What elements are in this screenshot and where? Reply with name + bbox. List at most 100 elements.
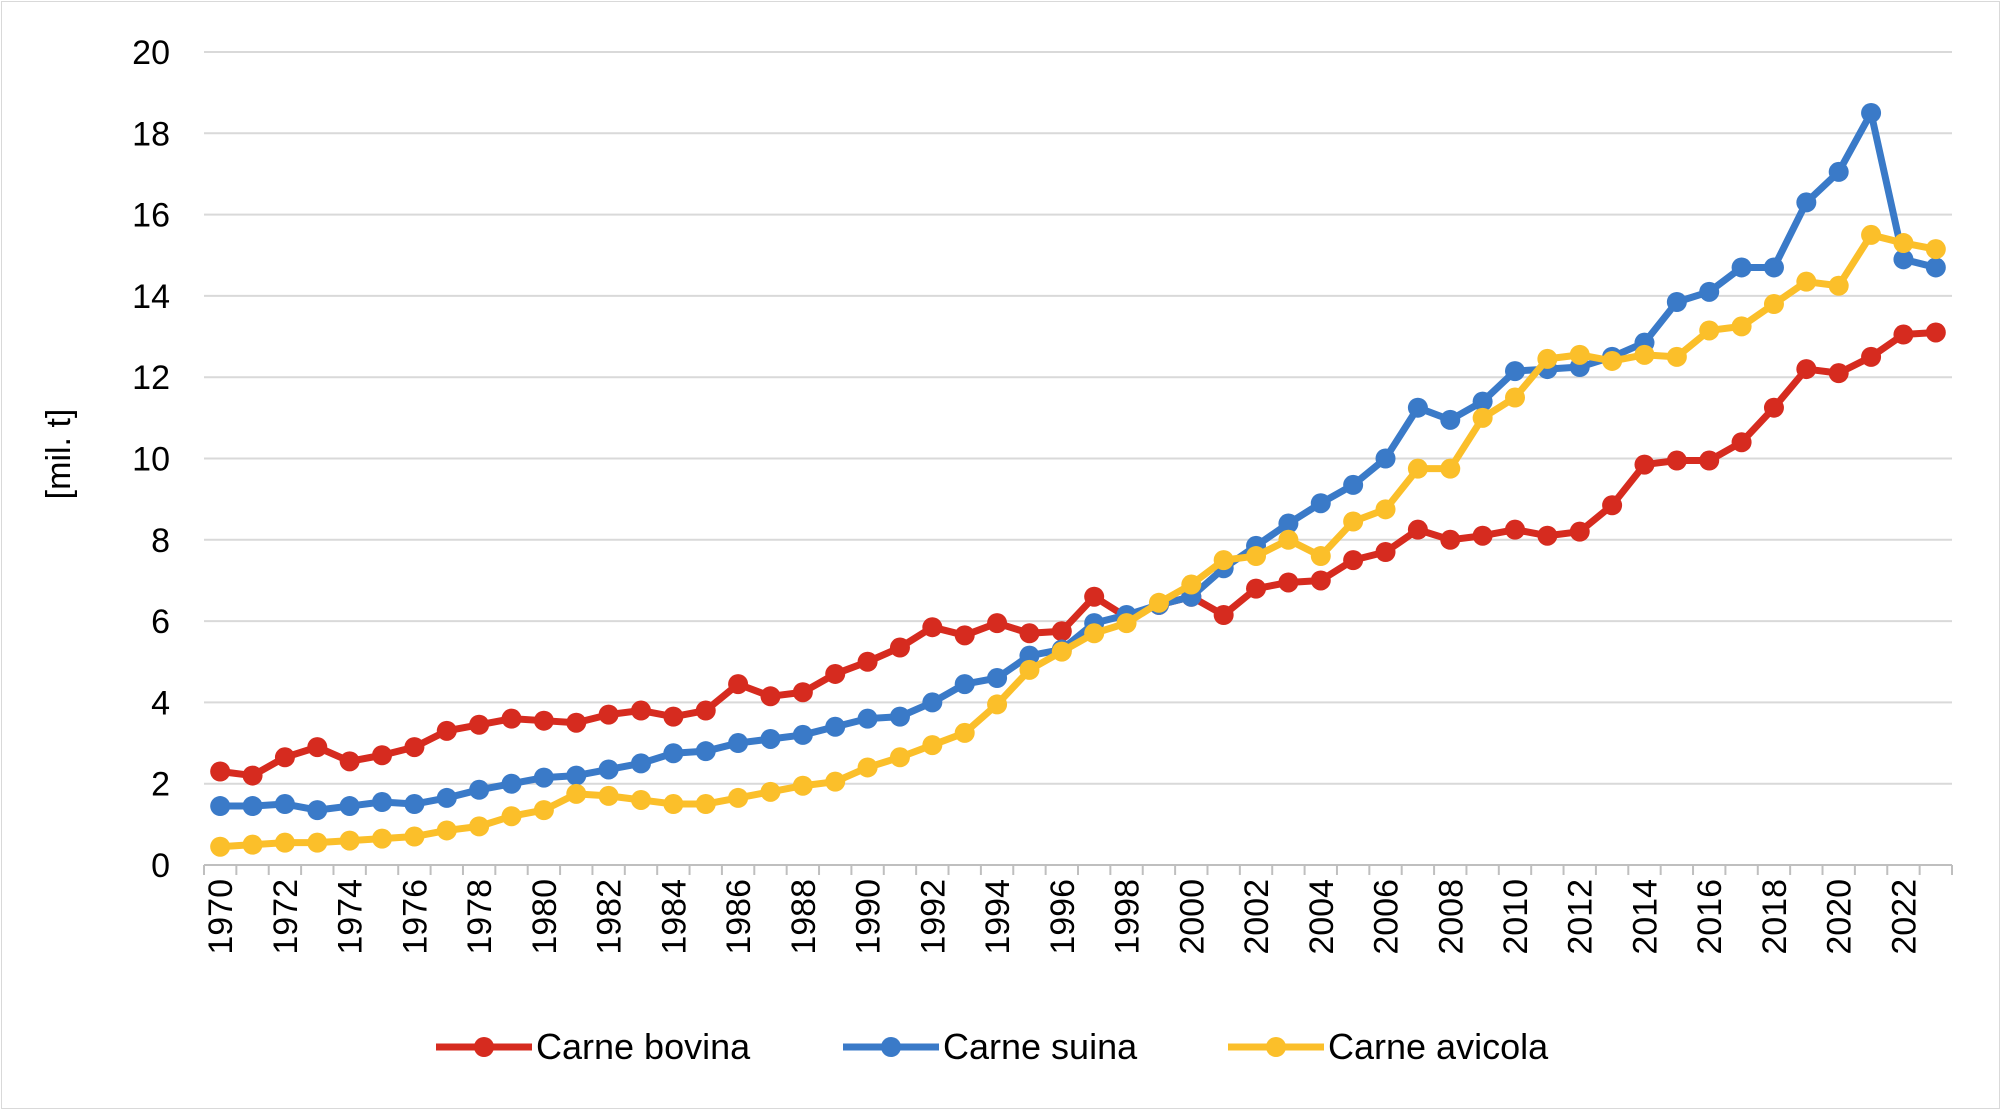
- data-point: [242, 796, 263, 817]
- data-point: [1084, 623, 1105, 644]
- data-point: [307, 832, 328, 853]
- data-point: [1440, 458, 1461, 479]
- data-point: [242, 765, 263, 786]
- x-tick-label: 1984: [655, 879, 693, 955]
- legend: Carne bovina Carne suina Carne avicola: [436, 1026, 1549, 1067]
- data-point: [1246, 546, 1267, 567]
- data-point: [1051, 621, 1072, 642]
- data-point: [663, 794, 684, 815]
- legend-marker-icon: [881, 1037, 901, 1057]
- data-point: [1569, 521, 1590, 542]
- data-point: [1375, 448, 1396, 469]
- data-point: [339, 796, 360, 817]
- x-tick-label: 2020: [1821, 879, 1859, 955]
- gridlines: [204, 51, 1952, 785]
- data-point: [1861, 224, 1882, 245]
- series-line: [219, 328, 1937, 780]
- data-point: [1796, 192, 1817, 213]
- x-tick-label: 2000: [1173, 879, 1211, 955]
- data-point: [1343, 550, 1364, 571]
- y-axis-title: [mil. t]: [40, 409, 78, 500]
- data-point: [436, 720, 457, 741]
- legend-label: Carne avicola: [1328, 1026, 1549, 1067]
- x-tick-label: 1974: [332, 879, 370, 955]
- data-point: [954, 625, 975, 646]
- data-point: [1181, 574, 1202, 595]
- data-point: [566, 712, 587, 733]
- data-point: [1440, 409, 1461, 430]
- data-point: [1763, 397, 1784, 418]
- data-point: [274, 794, 295, 815]
- data-point: [922, 617, 943, 638]
- data-point: [1407, 519, 1428, 540]
- data-point: [598, 704, 619, 725]
- x-tick-label: 1976: [396, 879, 434, 955]
- data-point: [339, 830, 360, 851]
- x-tick-label: 1994: [979, 879, 1017, 955]
- x-tick-label: 2018: [1756, 879, 1794, 955]
- data-point: [1731, 257, 1752, 278]
- data-point: [1699, 320, 1720, 341]
- data-point: [436, 820, 457, 841]
- data-point: [1893, 324, 1914, 345]
- series-carne-avicola: [210, 224, 1946, 857]
- y-tick-label: 16: [132, 197, 170, 235]
- legend-item: Carne suina: [843, 1026, 1138, 1067]
- data-point: [1796, 359, 1817, 380]
- data-point: [1019, 659, 1040, 680]
- data-point: [566, 783, 587, 804]
- data-point: [631, 789, 651, 810]
- data-point: [372, 745, 393, 766]
- data-point: [792, 724, 813, 745]
- x-tick-label: 1998: [1109, 879, 1147, 955]
- y-tick-label: 20: [132, 34, 170, 72]
- x-tick-label: 1990: [850, 879, 888, 955]
- data-point: [404, 794, 425, 815]
- data-point: [792, 682, 813, 703]
- data-point: [1731, 432, 1752, 453]
- data-point: [1893, 249, 1914, 270]
- data-point: [1893, 233, 1914, 254]
- data-point: [792, 775, 813, 796]
- data-point: [501, 806, 522, 827]
- y-tick-label: 4: [151, 684, 170, 722]
- data-point: [1407, 458, 1428, 479]
- data-point: [1505, 361, 1525, 382]
- x-tick-label: 1982: [591, 879, 629, 955]
- data-point: [954, 722, 975, 743]
- data-point: [469, 816, 490, 837]
- data-point: [889, 747, 910, 768]
- data-point: [436, 787, 457, 808]
- legend-item: Carne avicola: [1228, 1026, 1549, 1067]
- data-point: [501, 708, 522, 729]
- data-point: [760, 686, 781, 707]
- data-point: [695, 700, 716, 721]
- data-point: [987, 694, 1008, 715]
- data-point: [663, 743, 684, 764]
- data-point: [566, 765, 587, 786]
- data-point: [631, 700, 651, 721]
- data-point: [307, 800, 328, 821]
- x-tick-label: 1978: [461, 879, 499, 955]
- data-point: [987, 668, 1008, 689]
- data-point: [372, 791, 393, 812]
- data-point: [210, 761, 231, 782]
- data-point: [1051, 641, 1072, 662]
- data-point: [1278, 513, 1299, 534]
- data-point: [922, 692, 943, 713]
- data-point: [1148, 592, 1169, 613]
- data-point: [825, 716, 846, 737]
- y-tick-label: 6: [151, 603, 170, 641]
- y-tick-labels: 0 2 4 6 8 10 12 14 16 18 20: [132, 34, 170, 885]
- x-tick-label: 2012: [1562, 879, 1600, 955]
- data-point: [1375, 541, 1396, 562]
- data-point: [307, 737, 328, 758]
- data-point: [1666, 346, 1687, 367]
- data-point: [857, 708, 878, 729]
- data-point: [339, 751, 360, 772]
- x-tick-label: 1996: [1044, 879, 1082, 955]
- data-point: [825, 663, 846, 684]
- data-point: [404, 826, 425, 847]
